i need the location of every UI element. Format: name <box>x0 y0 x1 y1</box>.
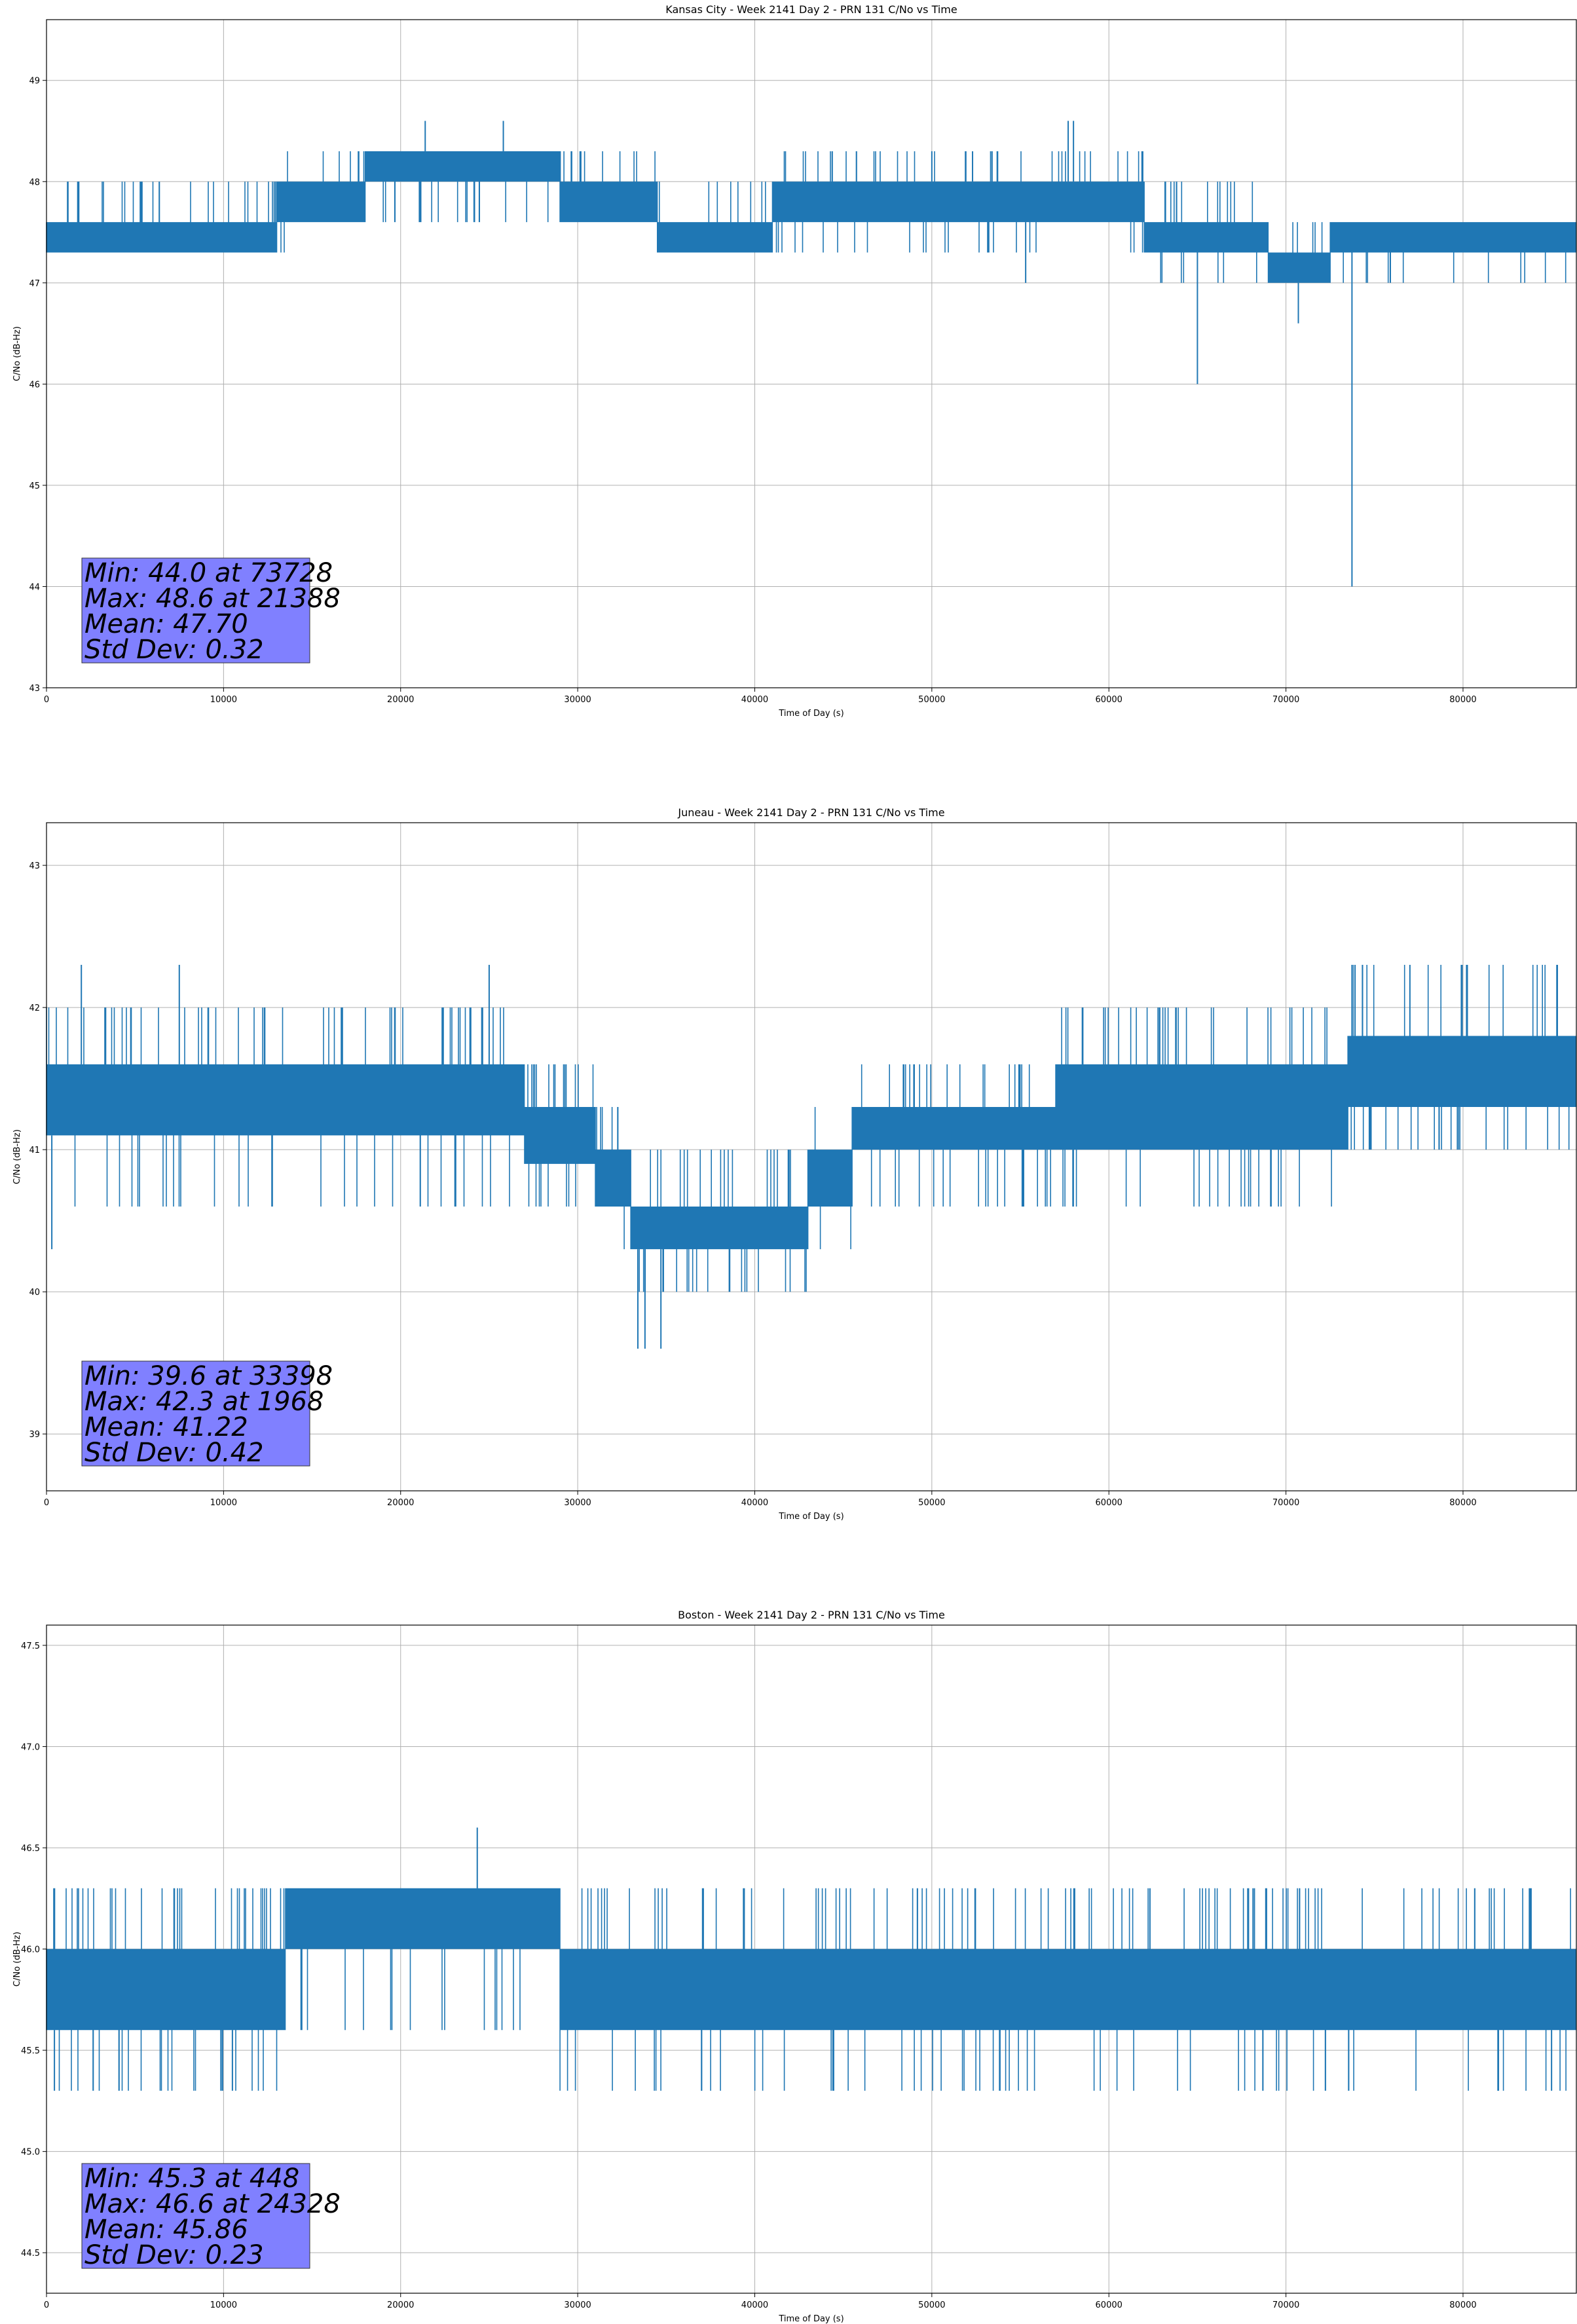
x-tick-label: 40000 <box>741 2300 768 2310</box>
x-tick-label: 20000 <box>387 1498 414 1508</box>
x-tick-label: 10000 <box>210 2300 237 2310</box>
x-tick-label: 60000 <box>1096 695 1122 705</box>
x-tick-label: 60000 <box>1096 1498 1122 1508</box>
stats-line: Min: 45.3 at 448 <box>84 2164 299 2194</box>
stats-line: Mean: 45.86 <box>84 2215 248 2245</box>
x-axis-label: Time of Day (s) <box>778 709 844 719</box>
grid <box>46 823 1576 1491</box>
x-tick-label: 0 <box>44 695 49 705</box>
x-tick-label: 10000 <box>210 1498 237 1508</box>
y-tick-label: 43 <box>29 861 40 871</box>
x-tick-label: 20000 <box>387 2300 414 2310</box>
chart-panel-2: 0 10000 20000 30000 40000 50000 60000 70000 8000… <box>12 1609 1577 2324</box>
y-tick-label: 45 <box>29 481 40 491</box>
y-axis-label: C/No (dB-Hz) <box>12 1932 22 1987</box>
stats-box <box>81 2163 310 2269</box>
y-axis-label: C/No (dB-Hz) <box>12 326 22 381</box>
x-tick-label: 50000 <box>918 1498 945 1508</box>
plot-frame <box>46 19 1577 688</box>
x-axis-label: Time of Day (s) <box>778 2314 844 2324</box>
y-tick-label: 43 <box>29 684 40 694</box>
stats-line: Max: 48.6 at 21388 <box>84 584 341 614</box>
x-tick-label: 50000 <box>918 2300 945 2310</box>
y-tick-label: 46.5 <box>21 1844 40 1854</box>
x-tick-label: 0 <box>44 1498 49 1508</box>
y-tick-label: 49 <box>29 77 40 86</box>
y-tick-label: 46.0 <box>21 1945 40 1955</box>
x-tick-label: 80000 <box>1449 1498 1476 1508</box>
x-tick-label: 30000 <box>564 695 591 705</box>
data-spikes <box>54 1827 1553 2091</box>
y-tick-label: 42 <box>29 1003 40 1013</box>
y-tick-label: 47.0 <box>21 1742 40 1752</box>
y-tick-label: 39 <box>29 1430 40 1440</box>
x-tick-label: 30000 <box>564 1498 591 1508</box>
chart-title: Boston - Week 2141 Day 2 - PRN 131 C/No … <box>678 1609 945 1621</box>
stats-box <box>81 1360 310 1467</box>
x-tick-label: 30000 <box>564 2300 591 2310</box>
x-tick-label: 80000 <box>1449 2300 1476 2310</box>
y-tick-label: 47.5 <box>21 1641 40 1651</box>
y-tick-label: 44 <box>29 582 40 592</box>
stats-line: Mean: 47.70 <box>84 609 248 639</box>
stats-box <box>81 557 310 664</box>
stats-line: Min: 44.0 at 73728 <box>84 558 333 588</box>
x-tick-label: 10000 <box>210 695 237 705</box>
x-tick-label: 0 <box>44 2300 49 2310</box>
stats-line: Max: 46.6 at 24328 <box>84 2189 341 2219</box>
chart-title: Kansas City - Week 2141 Day 2 - PRN 131 … <box>665 3 957 16</box>
x-tick-label: 60000 <box>1096 2300 1122 2310</box>
chart-panel-1: 0 10000 20000 30000 40000 50000 60000 70000 8000… <box>12 806 1577 1522</box>
y-axis-label: C/No (dB-Hz) <box>12 1129 22 1184</box>
chart-panel-0: 0 10000 20000 30000 40000 50000 60000 70000 8000… <box>12 3 1577 719</box>
plot-frame <box>46 822 1577 1491</box>
stats-line: Std Dev: 0.32 <box>84 635 264 665</box>
y-tick-label: 47 <box>29 279 40 289</box>
plot-frame <box>46 1624 1577 2294</box>
stats-line: Max: 42.3 at 1968 <box>84 1387 324 1417</box>
x-tick-label: 20000 <box>387 695 414 705</box>
data-spikes <box>51 965 1558 1349</box>
y-tick-label: 41 <box>29 1146 40 1155</box>
y-tick-label: 44.5 <box>21 2249 40 2258</box>
y-tick-label: 40 <box>29 1288 40 1298</box>
x-tick-label: 50000 <box>918 695 945 705</box>
chart-title: Juneau - Week 2141 Day 2 - PRN 131 C/No … <box>677 806 944 819</box>
y-tick-label: 48 <box>29 178 40 187</box>
x-tick-label: 70000 <box>1272 2300 1299 2310</box>
y-tick-label: 45.5 <box>21 2046 40 2056</box>
y-tick-label: 45.0 <box>21 2148 40 2158</box>
y-tick-label: 46 <box>29 380 40 390</box>
x-tick-label: 40000 <box>741 695 768 705</box>
stats-line: Min: 39.6 at 33398 <box>84 1361 333 1391</box>
x-tick-label: 80000 <box>1449 695 1476 705</box>
data-spikes <box>424 121 1353 587</box>
x-tick-label: 40000 <box>741 1498 768 1508</box>
x-tick-label: 70000 <box>1272 1498 1299 1508</box>
stats-line: Mean: 41.22 <box>84 1412 248 1442</box>
stats-line: Std Dev: 0.23 <box>84 2240 264 2270</box>
stats-line: Std Dev: 0.42 <box>84 1438 264 1468</box>
x-tick-label: 70000 <box>1272 695 1299 705</box>
x-axis-label: Time of Day (s) <box>778 1512 844 1522</box>
